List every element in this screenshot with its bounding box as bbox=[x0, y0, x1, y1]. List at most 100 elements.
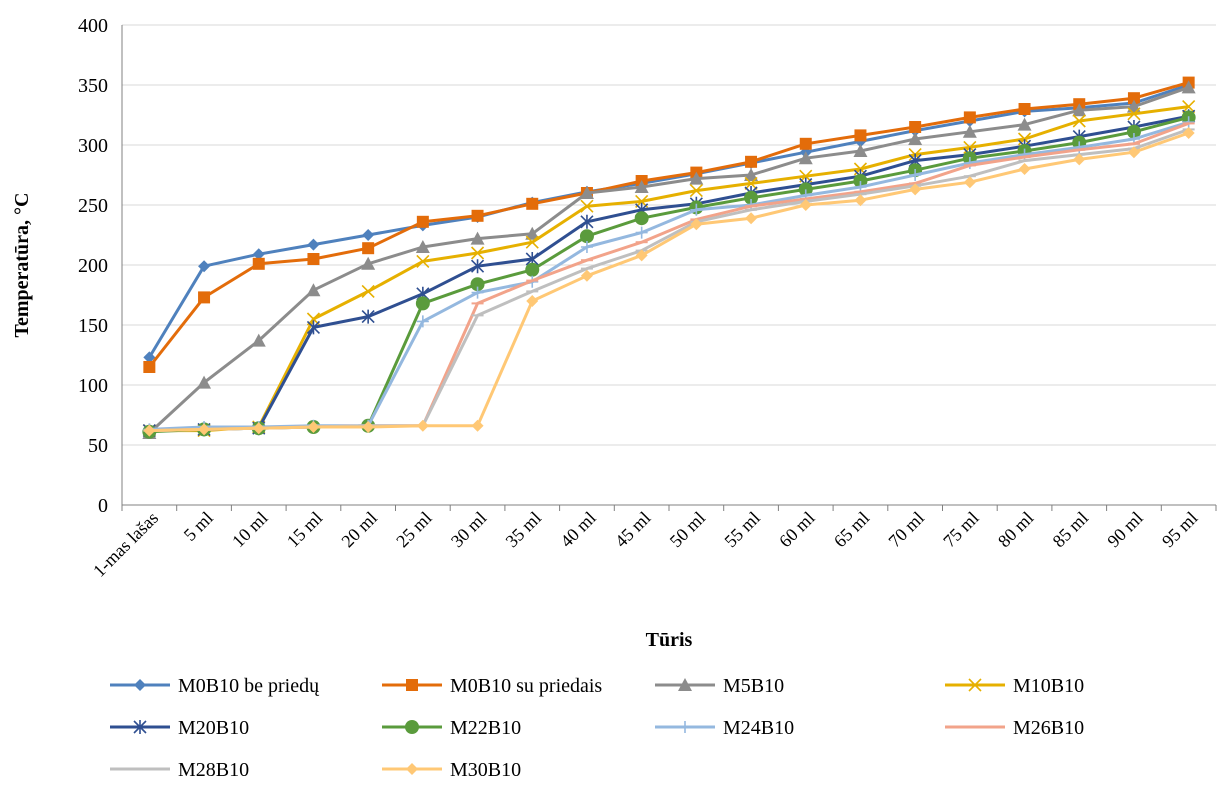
y-tick-label: 50 bbox=[88, 435, 108, 457]
legend-marker bbox=[406, 763, 418, 775]
legend: M0B10 be priedų M0B10 su priedais M5B10 M10… bbox=[110, 675, 1084, 781]
legend-marker bbox=[679, 721, 691, 733]
data-point bbox=[580, 199, 594, 213]
legend-label: M0B10 be priedų bbox=[178, 675, 320, 697]
data-point bbox=[362, 242, 375, 255]
y-tick-label: 150 bbox=[78, 315, 108, 337]
data-point bbox=[471, 419, 484, 432]
data-point bbox=[634, 211, 649, 226]
data-point bbox=[854, 129, 867, 142]
data-point bbox=[198, 260, 211, 273]
data-point bbox=[416, 254, 430, 268]
data-point bbox=[799, 137, 812, 150]
data-point bbox=[689, 171, 704, 185]
x-tick-label: 20 ml bbox=[337, 508, 380, 551]
data-point bbox=[143, 424, 156, 437]
data-point bbox=[962, 124, 977, 138]
legend-item: M28B10 bbox=[110, 759, 249, 781]
x-tick-label: 90 ml bbox=[1103, 508, 1146, 551]
legend-item: M26B10 bbox=[945, 717, 1084, 739]
series-line bbox=[149, 114, 1189, 433]
data-point bbox=[470, 259, 485, 274]
data-point bbox=[1018, 163, 1031, 175]
x-tick-label: 75 ml bbox=[939, 508, 982, 551]
data-point bbox=[1182, 127, 1195, 139]
data-point bbox=[307, 238, 320, 251]
x-tick-label: 30 ml bbox=[447, 508, 490, 551]
data-point bbox=[526, 295, 539, 307]
data-point bbox=[908, 132, 923, 145]
data-point bbox=[1181, 80, 1196, 94]
data-point bbox=[744, 168, 759, 181]
x-tick-label: 1-mas lašas bbox=[89, 508, 162, 581]
legend-label: M22B10 bbox=[450, 717, 521, 739]
series-line bbox=[148, 85, 1190, 435]
data-point bbox=[745, 155, 758, 168]
series-line bbox=[149, 105, 1189, 433]
series-2 bbox=[143, 76, 1195, 373]
x-tick-label: 65 ml bbox=[830, 508, 873, 551]
legend-marker bbox=[968, 678, 982, 692]
data-point bbox=[198, 291, 211, 304]
legend-label: M20B10 bbox=[178, 717, 249, 739]
series-line bbox=[148, 81, 1190, 368]
data-point bbox=[415, 240, 430, 253]
x-tick-label: 70 ml bbox=[884, 508, 927, 551]
data-point bbox=[1018, 148, 1031, 161]
data-point bbox=[799, 199, 812, 211]
x-tick-label: 15 ml bbox=[283, 508, 326, 551]
y-tick-label: 250 bbox=[78, 195, 108, 217]
legend-marker bbox=[133, 720, 147, 734]
data-point bbox=[1182, 100, 1196, 114]
data-point bbox=[306, 283, 321, 297]
legend-label: M10B10 bbox=[1013, 675, 1084, 697]
data-point bbox=[471, 209, 484, 222]
data-point bbox=[689, 184, 703, 198]
y-tick-label: 350 bbox=[78, 75, 108, 97]
legend-item: M20B10 bbox=[110, 717, 249, 739]
data-point bbox=[1127, 92, 1140, 105]
legend-item: M22B10 bbox=[382, 717, 521, 739]
y-axis-title: Temperatūra, °C bbox=[11, 192, 33, 337]
x-tick-label: 40 ml bbox=[556, 508, 599, 551]
x-tick-label: 25 ml bbox=[392, 508, 435, 551]
axes bbox=[121, 25, 1217, 511]
x-tick-labels: 1-mas lašas 5 ml 10 ml 15 ml 20 ml 25 ml 30 ml… bbox=[89, 508, 1201, 581]
data-point bbox=[1018, 103, 1031, 115]
data-point bbox=[1182, 116, 1195, 129]
series-3 bbox=[142, 80, 1196, 439]
data-point bbox=[744, 190, 759, 205]
data-point bbox=[251, 333, 266, 347]
data-point bbox=[745, 212, 758, 225]
data-point bbox=[470, 246, 485, 260]
data-point bbox=[526, 197, 539, 210]
y-tick-label: 200 bbox=[78, 255, 108, 277]
x-tick-label: 10 ml bbox=[228, 508, 271, 551]
y-tick-label: 100 bbox=[78, 375, 108, 397]
data-point bbox=[1073, 141, 1086, 154]
data-point bbox=[197, 375, 212, 389]
data-point bbox=[198, 423, 211, 436]
data-point bbox=[909, 183, 922, 196]
data-point bbox=[1072, 114, 1086, 128]
data-point bbox=[854, 194, 867, 207]
data-point bbox=[415, 296, 430, 311]
data-point bbox=[525, 235, 539, 249]
legend-label: M28B10 bbox=[178, 759, 249, 781]
legend-label: M5B10 bbox=[723, 675, 784, 697]
data-point bbox=[963, 157, 976, 169]
data-point bbox=[416, 215, 429, 228]
data-point bbox=[307, 421, 320, 433]
data-point bbox=[1072, 103, 1087, 117]
data-point bbox=[963, 111, 976, 124]
data-point bbox=[252, 257, 265, 270]
y-tick-label: 300 bbox=[78, 135, 108, 157]
data-point bbox=[744, 176, 758, 190]
data-point bbox=[798, 151, 813, 165]
legend-item: M10B10 bbox=[945, 675, 1084, 697]
data-point bbox=[909, 169, 922, 181]
x-tick-label: 85 ml bbox=[1049, 508, 1092, 551]
data-point bbox=[1017, 117, 1032, 131]
x-tick-label: 95 ml bbox=[1158, 508, 1201, 551]
data-point bbox=[525, 226, 540, 240]
